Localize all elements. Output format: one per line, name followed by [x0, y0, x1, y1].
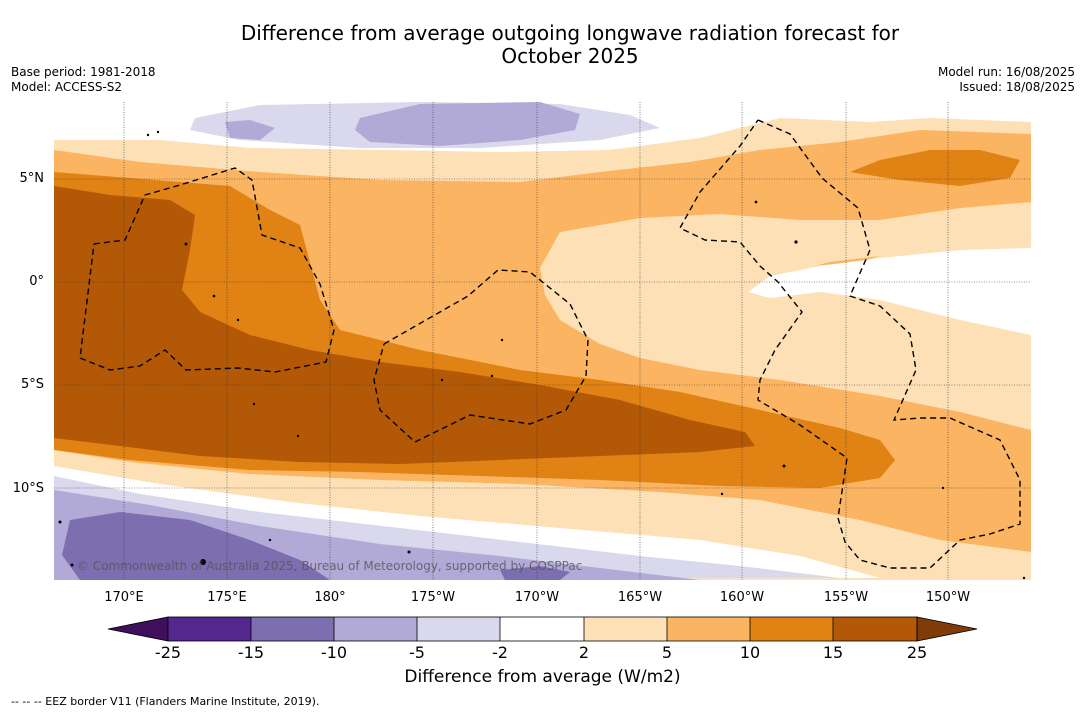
colorbar-swatch-3: [334, 617, 417, 641]
lon-label-175e: 175°E: [207, 590, 247, 605]
lat-label-5n: 5°N: [19, 171, 45, 186]
colorbar-extend-low: [107, 616, 169, 642]
lon-label-170w: 170°W: [514, 590, 560, 605]
colorbar-tick-2: 2: [578, 643, 590, 662]
anomaly-band-10-15-northeast: [850, 150, 1020, 186]
anomaly-band-neg-10-15-south-b: [500, 566, 570, 580]
colorbar-swatch-7: [667, 617, 750, 641]
colorbar-tick-5: 5: [661, 643, 673, 662]
colorbar-swatch-5: [500, 617, 584, 641]
lat-label-10s: 10°S: [12, 481, 44, 496]
colorbar-label: Difference from average (W/m2): [404, 667, 681, 687]
colorbar-tick-10: 10: [739, 643, 761, 662]
lon-label-175w: 175°W: [410, 590, 456, 605]
base-period: Base period: 1981-2018: [11, 65, 156, 79]
colorbar-tick-neg15: -15: [237, 643, 265, 662]
colorbar-tick-15: 15: [822, 643, 844, 662]
colorbar-swatch-8: [750, 617, 833, 641]
eez-legend-note: -- -- -- EEZ border V11 (Flanders Marine…: [11, 695, 320, 708]
lon-label-160w: 160°W: [719, 590, 765, 605]
lon-label-150w: 150°W: [925, 590, 971, 605]
lon-label-170e: 170°E: [104, 590, 144, 605]
model-name: Model: ACCESS-S2: [11, 80, 123, 94]
colorbar-swatch-1: [168, 617, 251, 641]
anomaly-band-neg-5-10-north-a: [225, 120, 275, 140]
colorbar: [107, 616, 978, 642]
colorbar-swatch-2: [251, 617, 334, 641]
colorbar-tick-25: 25: [906, 643, 928, 662]
colorbar-extend-high: [916, 616, 978, 642]
colorbar-tick-neg5: -5: [409, 643, 425, 662]
islands: [58, 130, 1026, 580]
colorbar-swatch-6: [584, 617, 667, 641]
colorbar-tick-neg25: -25: [154, 643, 182, 662]
title-line-1: Difference from average outgoing longwav…: [240, 21, 900, 45]
anomaly-band-2-5-east: [540, 202, 1031, 430]
colorbar-tick-neg2: -2: [492, 643, 508, 662]
title-line-2: October 2025: [501, 44, 639, 68]
colorbar-swatch-4: [417, 617, 500, 641]
lon-label-180: 180°: [314, 590, 346, 605]
lat-label-0: 0°: [29, 274, 44, 289]
map-title: Difference from average outgoing longwav…: [0, 22, 1085, 68]
anomaly-band-neutral-east: [748, 248, 1031, 335]
gridlines: [54, 102, 1031, 580]
lon-label-155w: 155°W: [823, 590, 869, 605]
colorbar-swatch-9: [833, 617, 917, 641]
anomaly-band-neg-10-15-south: [62, 512, 330, 580]
meta-left: Base period: 1981-2018 Model: ACCESS-S2: [11, 65, 156, 95]
anomaly-band-15-25: [54, 186, 755, 464]
eez-borders: [79, 119, 1021, 569]
anomaly-field: [54, 102, 1031, 580]
colorbar-tick-neg10: -10: [320, 643, 348, 662]
lat-label-5s: 5°S: [20, 377, 44, 392]
meta-right: Model run: 16/08/2025 Issued: 18/08/2025: [938, 65, 1075, 95]
issued-date: Issued: 18/08/2025: [959, 80, 1075, 94]
copyright-notice: © Commonwealth of Australia 2025, Bureau…: [77, 559, 583, 573]
model-run: Model run: 16/08/2025: [937, 65, 1075, 79]
lon-label-165w: 165°W: [617, 590, 663, 605]
anomaly-band-neg-5-10-north-b: [355, 102, 580, 146]
